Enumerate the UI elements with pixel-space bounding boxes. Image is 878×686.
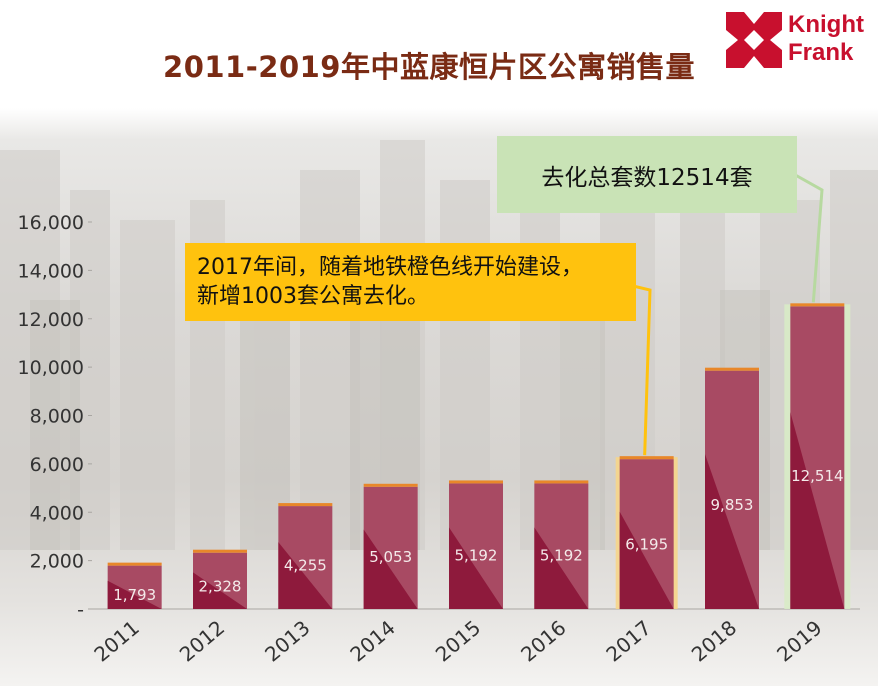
y-tick-label: 10,000 <box>18 357 84 379</box>
logo-text-knight: Knight <box>788 11 864 38</box>
data-label: 5,192 <box>540 546 583 564</box>
bar-2019: 12,514 <box>784 303 851 609</box>
bar-cap <box>449 480 503 484</box>
x-tick-label: 2016 <box>516 615 570 666</box>
bar-2011: 1,793 <box>107 562 162 609</box>
bar-cap <box>107 562 162 566</box>
y-tick-label: 6,000 <box>30 454 84 476</box>
total-callout-text: 去化总套数12514套 <box>541 164 753 191</box>
bar-cap <box>193 549 247 553</box>
data-label: 1,793 <box>113 586 156 604</box>
bar-shade <box>363 529 418 609</box>
data-label: 2,328 <box>199 578 242 596</box>
bar-shade <box>449 527 503 609</box>
bar-shade <box>705 454 759 609</box>
bar-shade <box>193 572 247 609</box>
bar-cap <box>278 503 333 507</box>
x-tick-label: 2011 <box>89 615 143 666</box>
knight-frank-logo-icon <box>726 12 782 68</box>
data-label: 6,195 <box>625 536 668 554</box>
bar-shade <box>619 511 674 609</box>
bar-shade <box>278 542 333 609</box>
bar-cap <box>534 480 589 484</box>
bar-2012: 2,328 <box>193 549 247 609</box>
data-label: 4,255 <box>284 557 327 575</box>
bar-cap <box>619 456 674 460</box>
bar-cap <box>790 303 845 307</box>
x-tick-label: 2018 <box>687 615 741 666</box>
bar-2014: 5,053 <box>363 483 418 609</box>
bar-shade <box>790 412 845 609</box>
y-tick-label: 4,000 <box>30 502 84 524</box>
knight-frank-logo: Knight Frank <box>726 10 874 70</box>
bar-cap <box>363 483 418 487</box>
bar-shade <box>107 580 162 609</box>
page-title: 2011-2019年中蓝康恒片区公寓销售量 <box>163 50 695 84</box>
y-tick-label: 14,000 <box>18 260 84 282</box>
bar-cap <box>705 367 759 371</box>
bar-2015: 5,192 <box>449 480 503 609</box>
bar-2018: 9,853 <box>705 367 759 609</box>
note-callout-line-1: 2017年间，随着地铁橙色线开始建设， <box>197 255 583 280</box>
data-label: 12,514 <box>791 467 844 485</box>
data-label: 9,853 <box>711 496 754 514</box>
x-tick-label: 2013 <box>260 615 314 666</box>
data-label: 5,053 <box>369 548 412 566</box>
y-tick-label: 8,000 <box>30 406 84 428</box>
x-tick-label: 2012 <box>175 615 229 666</box>
note-callout: 2017年间，随着地铁橙色线开始建设， 新增1003套公寓去化。 <box>185 243 636 321</box>
total-callout: 去化总套数12514套 <box>497 136 797 213</box>
x-tick-label: 2017 <box>601 615 655 666</box>
logo-text-frank: Frank <box>788 39 854 66</box>
bar-shade <box>534 527 589 609</box>
data-label: 5,192 <box>455 546 498 564</box>
bar-2017: 6,195 <box>615 456 678 609</box>
y-tick-label: 12,000 <box>18 309 84 331</box>
y-tick-label: - <box>77 599 84 621</box>
y-tick-label: 2,000 <box>30 551 84 573</box>
x-tick-label: 2014 <box>345 615 399 666</box>
x-tick-label: 2019 <box>772 615 826 666</box>
bar-2013: 4,255 <box>278 503 333 609</box>
total-callout-connector <box>789 170 824 303</box>
x-tick-label: 2015 <box>431 615 485 666</box>
y-tick-label: 16,000 <box>18 212 84 234</box>
note-callout-line-2: 新增1003套公寓去化。 <box>197 284 429 309</box>
bar-2016: 5,192 <box>534 480 589 609</box>
